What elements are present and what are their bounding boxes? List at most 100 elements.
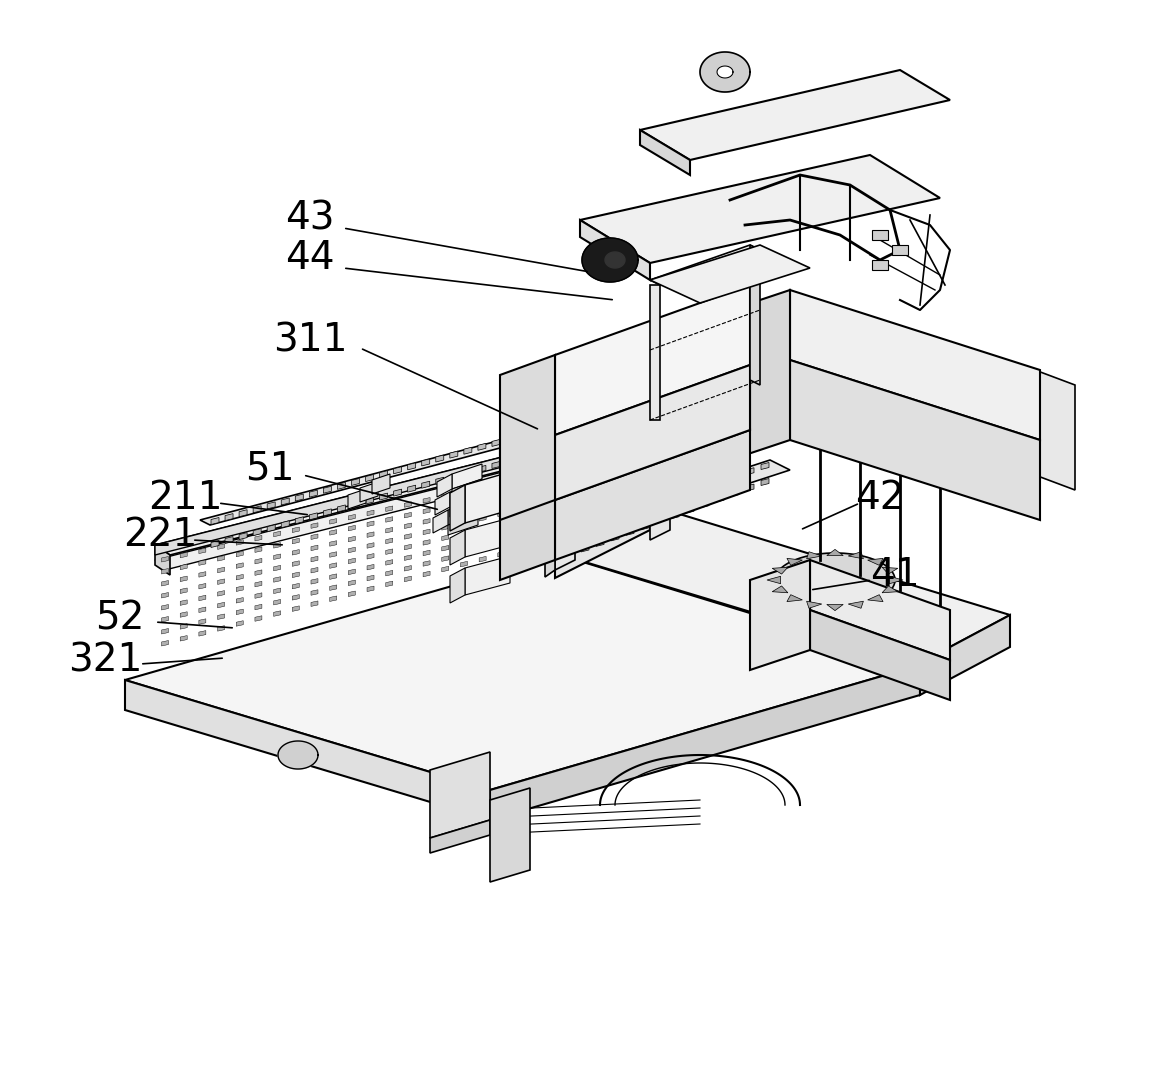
Polygon shape (750, 560, 810, 670)
Polygon shape (671, 511, 679, 519)
Polygon shape (700, 52, 750, 92)
Polygon shape (162, 640, 169, 646)
Polygon shape (367, 554, 374, 559)
Polygon shape (441, 556, 449, 561)
Polygon shape (329, 541, 336, 546)
Polygon shape (292, 538, 299, 544)
Polygon shape (404, 566, 411, 571)
Polygon shape (640, 130, 690, 175)
Polygon shape (311, 568, 318, 573)
Polygon shape (329, 596, 336, 602)
Polygon shape (199, 548, 206, 554)
Polygon shape (162, 605, 169, 610)
Polygon shape (516, 487, 523, 492)
Polygon shape (423, 519, 430, 524)
Polygon shape (498, 521, 505, 526)
Polygon shape (155, 450, 530, 555)
Polygon shape (404, 534, 411, 539)
Polygon shape (701, 484, 709, 490)
Polygon shape (761, 478, 769, 486)
Polygon shape (498, 552, 505, 557)
Polygon shape (556, 285, 750, 435)
Polygon shape (296, 517, 304, 524)
Polygon shape (479, 526, 486, 531)
Polygon shape (882, 586, 897, 593)
Polygon shape (267, 525, 275, 531)
Polygon shape (516, 546, 523, 552)
Polygon shape (810, 610, 951, 700)
Polygon shape (582, 237, 638, 282)
Polygon shape (516, 526, 523, 532)
Polygon shape (155, 450, 545, 555)
Polygon shape (329, 585, 336, 590)
Polygon shape (449, 452, 457, 458)
Polygon shape (810, 560, 951, 660)
Polygon shape (292, 561, 299, 567)
Polygon shape (716, 495, 724, 502)
Polygon shape (461, 499, 468, 505)
Polygon shape (237, 552, 244, 557)
Polygon shape (430, 820, 490, 853)
Polygon shape (498, 501, 505, 507)
Polygon shape (267, 502, 275, 509)
Polygon shape (337, 482, 345, 489)
Polygon shape (311, 578, 318, 584)
Polygon shape (656, 499, 664, 506)
Polygon shape (323, 509, 331, 515)
Polygon shape (449, 473, 457, 480)
Polygon shape (386, 560, 393, 566)
Polygon shape (255, 570, 262, 575)
Polygon shape (423, 529, 430, 535)
Polygon shape (237, 540, 244, 545)
Polygon shape (498, 491, 505, 496)
Polygon shape (498, 480, 505, 487)
Text: 211: 211 (148, 479, 222, 517)
Polygon shape (498, 511, 505, 517)
Polygon shape (162, 617, 169, 622)
Polygon shape (650, 245, 810, 304)
Polygon shape (380, 493, 388, 501)
Polygon shape (351, 478, 359, 486)
Polygon shape (404, 576, 411, 581)
Polygon shape (650, 245, 760, 285)
Polygon shape (125, 555, 921, 790)
Polygon shape (367, 564, 374, 570)
Polygon shape (492, 440, 500, 446)
Polygon shape (255, 547, 262, 553)
Polygon shape (790, 360, 1040, 520)
Polygon shape (423, 508, 430, 513)
Polygon shape (423, 551, 430, 556)
Polygon shape (461, 520, 468, 526)
Polygon shape (386, 571, 393, 576)
Polygon shape (465, 556, 511, 595)
Polygon shape (478, 465, 486, 473)
Polygon shape (323, 487, 331, 493)
Polygon shape (329, 574, 336, 579)
Polygon shape (372, 474, 390, 494)
Polygon shape (867, 594, 884, 602)
Polygon shape (237, 609, 244, 615)
Polygon shape (787, 558, 803, 566)
Polygon shape (492, 461, 500, 469)
Polygon shape (422, 481, 430, 488)
Polygon shape (730, 290, 790, 460)
Polygon shape (441, 514, 449, 520)
Polygon shape (349, 537, 356, 542)
Polygon shape (281, 521, 289, 528)
Polygon shape (274, 531, 281, 537)
Polygon shape (125, 679, 490, 820)
Polygon shape (180, 624, 187, 629)
Polygon shape (217, 615, 224, 620)
Polygon shape (465, 518, 511, 557)
Polygon shape (556, 420, 575, 570)
Polygon shape (461, 561, 468, 567)
Polygon shape (408, 486, 416, 492)
Polygon shape (478, 443, 486, 450)
Polygon shape (274, 611, 281, 617)
Polygon shape (225, 537, 233, 543)
Polygon shape (311, 556, 318, 562)
Polygon shape (773, 568, 788, 574)
Polygon shape (311, 601, 318, 606)
Polygon shape (225, 513, 233, 521)
Polygon shape (155, 545, 170, 575)
